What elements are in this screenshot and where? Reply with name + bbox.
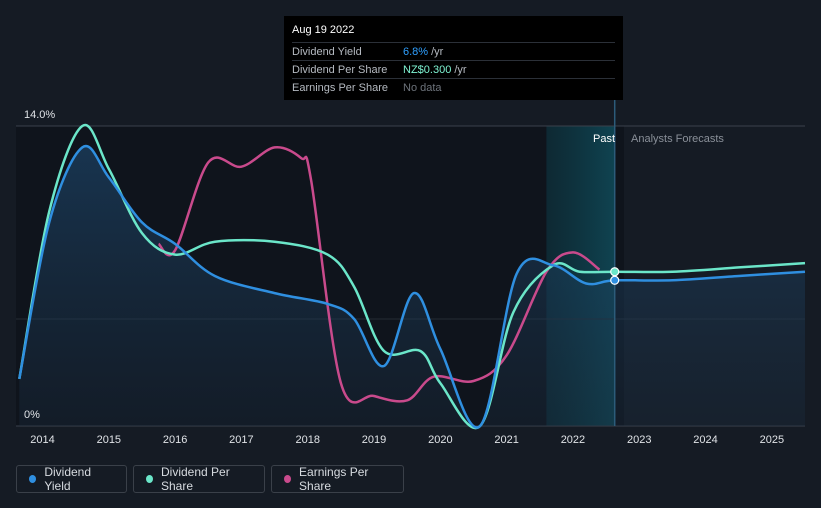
x-tick-label: 2024 (693, 434, 717, 446)
x-tick-label: 2019 (362, 434, 386, 446)
earnings-per-share-line (157, 145, 601, 404)
y-label-bottom: 0% (24, 409, 40, 421)
x-tick-label: 2020 (428, 434, 452, 446)
tooltip-row-earnings-per-share: Earnings Per Share No data (292, 78, 615, 96)
tooltip-value: 6.8% (403, 45, 429, 58)
tooltip-unit: /yr (454, 63, 467, 76)
x-tick-label: 2016 (163, 434, 187, 446)
x-tick-label: 2017 (229, 434, 253, 446)
dividend-per-share-marker (610, 267, 620, 277)
forecast-label: Analysts Forecasts (631, 133, 724, 145)
tooltip-row-dividend-yield: Dividend Yield 6.8% /yr (292, 42, 615, 60)
dividend-per-share-line (18, 123, 806, 430)
legend-item-dividend-yield[interactable]: Dividend Yield (16, 465, 127, 493)
legend-item-earnings-per-share[interactable]: Earnings Per Share (271, 465, 404, 493)
x-tick-label: 2014 (30, 434, 54, 446)
dividend-yield-area (19, 146, 806, 428)
tooltip-value: No data (403, 81, 442, 94)
tooltip-label: Earnings Per Share (292, 81, 388, 94)
x-tick-label: 2023 (627, 434, 651, 446)
tooltip-row-dividend-per-share: Dividend Per Share NZ$0.300 /yr (292, 60, 615, 78)
tooltip-label: Dividend Per Share (292, 63, 388, 76)
x-tick-label: 2025 (760, 434, 784, 446)
tooltip-unit: /yr (431, 45, 444, 58)
legend-label: Dividend Yield (44, 465, 92, 493)
y-label-top: 14.0% (24, 109, 55, 121)
tooltip: Aug 19 2022 Dividend Yield 6.8% /yr Divi… (284, 16, 623, 100)
legend-item-dividend-per-share[interactable]: Dividend Per Share (133, 465, 265, 493)
tooltip-label: Dividend Yield (292, 45, 362, 58)
x-tick-label: 2015 (97, 434, 121, 446)
dividend-yield-marker (610, 275, 620, 285)
legend-dot-icon (29, 475, 37, 483)
dividend-yield-line (18, 144, 806, 429)
legend-label: Earnings Per Share (299, 465, 369, 493)
legend-dot-icon (284, 475, 292, 483)
x-tick-label: 2022 (561, 434, 585, 446)
past-label: Past (593, 133, 615, 145)
x-tick-label: 2018 (295, 434, 319, 446)
tooltip-value: NZ$0.300 (403, 63, 452, 76)
tooltip-date: Aug 19 2022 (292, 24, 355, 36)
legend-dot-icon (146, 475, 153, 483)
legend-label: Dividend Per Share (161, 465, 230, 493)
x-tick-label: 2021 (494, 434, 518, 446)
